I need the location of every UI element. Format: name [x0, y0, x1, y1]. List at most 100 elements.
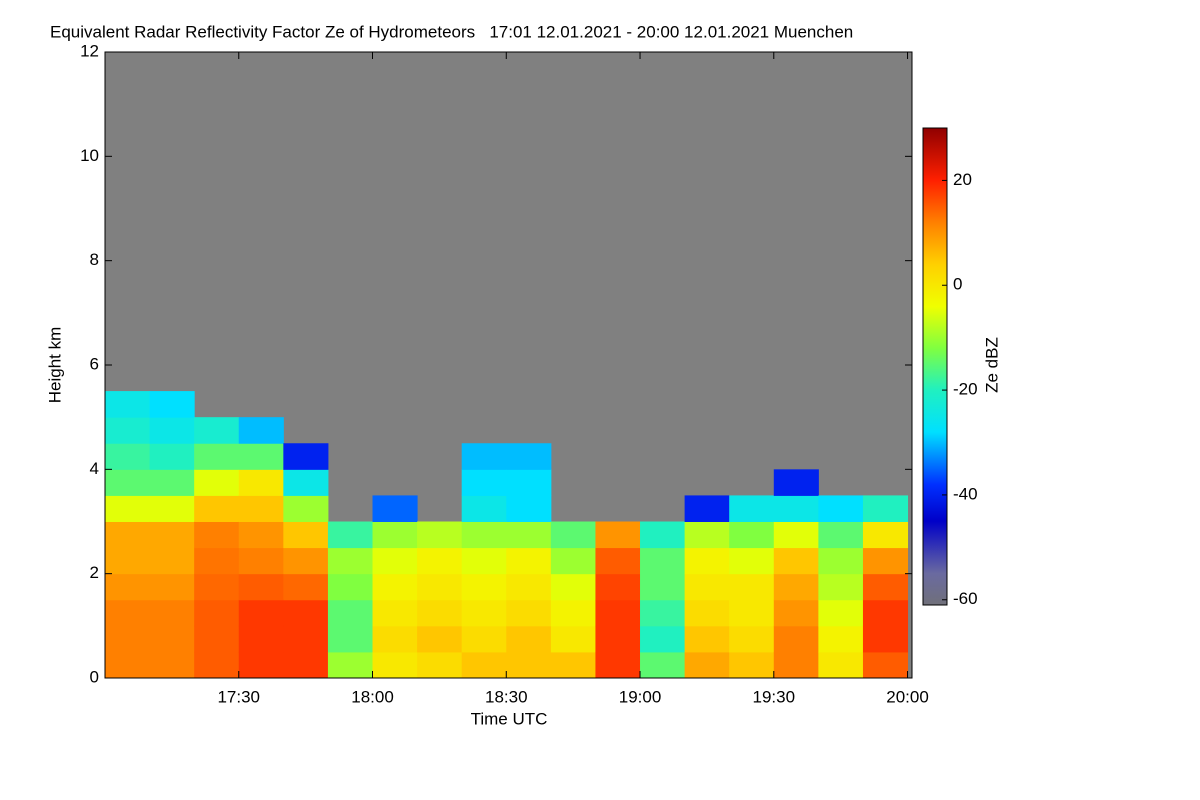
heatmap-cell	[105, 391, 151, 418]
x-tick-label: 20:00	[886, 687, 929, 706]
heatmap-cell	[194, 599, 240, 627]
heatmap-cell	[461, 547, 507, 575]
heatmap-cell	[506, 521, 552, 549]
heatmap-cell	[105, 599, 151, 627]
heatmap-cell	[372, 547, 418, 575]
heatmap-cell	[550, 651, 596, 679]
heatmap-cell	[506, 651, 552, 679]
x-tick-label: 17:30	[217, 687, 260, 706]
heatmap-cell	[862, 521, 909, 549]
heatmap-cell	[862, 599, 909, 627]
heatmap-cell	[461, 521, 507, 549]
heatmap-cell	[773, 547, 819, 575]
heatmap-cell	[238, 521, 284, 549]
heatmap-cell	[862, 573, 909, 601]
heatmap-cell	[238, 573, 284, 601]
heatmap-cell	[729, 521, 775, 549]
heatmap-cell	[684, 599, 730, 627]
heatmap-cell	[327, 547, 374, 575]
heatmap-cell	[506, 495, 552, 522]
y-tick-label: 0	[90, 667, 99, 686]
heatmap-cell	[283, 599, 329, 627]
colorbar-tick-label: 0	[953, 275, 962, 294]
heatmap-cell	[862, 625, 909, 653]
heatmap-cell	[105, 651, 151, 679]
heatmap-cell	[773, 521, 819, 549]
heatmap-cell	[595, 599, 641, 627]
colorbar-tick-label: -60	[953, 589, 978, 608]
heatmap-cell	[149, 495, 195, 522]
y-tick-label: 8	[90, 250, 99, 269]
heatmap-cell	[194, 417, 240, 444]
heatmap-cell	[372, 599, 418, 627]
heatmap-cell	[238, 443, 284, 470]
heatmap-cell	[105, 417, 151, 444]
heatmap-cell	[194, 547, 240, 575]
y-tick-label: 12	[80, 41, 99, 60]
heatmap-cell	[417, 599, 463, 627]
heatmap-cell	[327, 521, 374, 549]
y-axis-label: Height km	[45, 327, 64, 404]
heatmap-cell	[595, 573, 641, 601]
heatmap-cell	[372, 625, 418, 653]
heatmap-cell	[818, 651, 864, 679]
heatmap-cell	[149, 599, 195, 627]
heatmap-cell	[595, 547, 641, 575]
heatmap-cell	[818, 573, 864, 601]
y-tick-label: 6	[90, 354, 99, 373]
heatmap-cell	[372, 651, 418, 679]
heatmap-cell	[862, 495, 909, 522]
heatmap-cell	[149, 417, 195, 444]
heatmap-cell	[238, 547, 284, 575]
heatmap-cell	[684, 495, 730, 522]
heatmap-cell	[461, 443, 507, 470]
heatmap-cell	[595, 625, 641, 653]
heatmap-cell	[149, 625, 195, 653]
heatmap-cell	[640, 573, 686, 601]
heatmap-cell	[862, 651, 909, 679]
colorbar-tick-label: 20	[953, 170, 972, 189]
heatmap-cell	[818, 625, 864, 653]
heatmap-cell	[506, 547, 552, 575]
heatmap-cell	[149, 521, 195, 549]
heatmap-cell	[283, 547, 329, 575]
heatmap-cell	[283, 521, 329, 549]
heatmap-cell	[640, 547, 686, 575]
heatmap-cell	[506, 443, 552, 470]
heatmap-cell	[417, 651, 463, 679]
heatmap-cell	[773, 573, 819, 601]
y-tick-label: 2	[90, 563, 99, 582]
heatmap-cell	[283, 573, 329, 601]
heatmap-cell	[283, 651, 329, 679]
heatmap-cell	[105, 521, 151, 549]
heatmap-cell	[729, 547, 775, 575]
heatmap-cell	[194, 443, 240, 470]
heatmap-cell	[729, 495, 775, 522]
heatmap-cell	[149, 391, 195, 418]
heatmap-cell	[550, 547, 596, 575]
heatmap-cell	[550, 573, 596, 601]
heatmap-cell	[283, 625, 329, 653]
heatmap-cell	[595, 521, 641, 549]
heatmap-cell	[461, 599, 507, 627]
heatmap-cell	[105, 443, 151, 470]
heatmap-cell	[417, 547, 463, 575]
heatmap-cell	[729, 651, 775, 679]
heatmap-cell	[640, 651, 686, 679]
heatmap-cell	[595, 651, 641, 679]
x-tick-label: 18:00	[351, 687, 394, 706]
heatmap-cell	[640, 521, 686, 549]
heatmap-cell	[238, 417, 284, 444]
heatmap-cell	[684, 573, 730, 601]
heatmap-cell	[194, 651, 240, 679]
heatmap-cell	[550, 625, 596, 653]
heatmap-cell	[372, 495, 418, 522]
heatmap-cell	[417, 573, 463, 601]
heatmap-cell	[684, 651, 730, 679]
x-tick-label: 19:00	[619, 687, 662, 706]
heatmap-cell	[640, 599, 686, 627]
heatmap-cell	[417, 521, 463, 549]
heatmap-cell	[506, 625, 552, 653]
heatmap-cell	[238, 469, 284, 496]
heatmap-cell	[105, 573, 151, 601]
